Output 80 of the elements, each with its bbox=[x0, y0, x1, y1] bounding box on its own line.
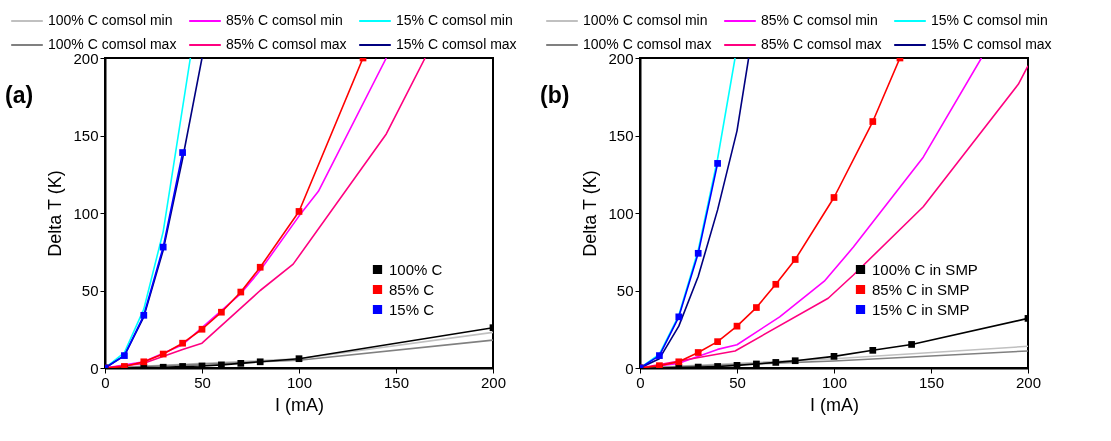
legend-label: 85% C comsol min bbox=[226, 12, 343, 28]
point bbox=[675, 313, 683, 321]
point bbox=[198, 325, 206, 333]
x-tick-label: 200 bbox=[480, 373, 507, 391]
y-tick-label: 0 bbox=[90, 359, 99, 377]
x-tick-label: 100 bbox=[821, 373, 848, 391]
y-tick-label: 50 bbox=[81, 282, 99, 299]
legend-label: 100% C comsol max bbox=[583, 36, 712, 52]
x-tick-label: 200 bbox=[1015, 373, 1042, 391]
legend-label: 100% C in SMP bbox=[872, 260, 978, 278]
y-tick-label: 100 bbox=[608, 204, 634, 222]
point bbox=[256, 358, 264, 366]
point bbox=[772, 280, 780, 288]
x-tick-label: 0 bbox=[636, 373, 645, 391]
x-tick-label: 50 bbox=[729, 373, 746, 391]
point bbox=[753, 304, 760, 311]
point bbox=[237, 288, 245, 296]
point bbox=[753, 360, 760, 368]
point bbox=[159, 350, 167, 358]
point bbox=[218, 361, 225, 368]
legend-label: 15% C comsol min bbox=[396, 12, 513, 28]
point bbox=[908, 341, 915, 348]
point bbox=[694, 249, 702, 257]
point bbox=[140, 358, 148, 366]
x-tick-label: 150 bbox=[383, 373, 410, 391]
point bbox=[772, 359, 780, 366]
y-tick-label: 50 bbox=[616, 282, 634, 299]
legend-label: 100% C comsol min bbox=[48, 12, 173, 28]
point bbox=[656, 352, 663, 359]
point bbox=[295, 208, 303, 215]
point bbox=[869, 346, 877, 354]
point bbox=[830, 353, 838, 360]
point bbox=[218, 308, 225, 316]
x-tick-label: 0 bbox=[101, 373, 110, 391]
legend-label: 85% C comsol max bbox=[226, 36, 347, 52]
x-tick-label: 150 bbox=[918, 373, 945, 391]
legend-label: 100% C comsol min bbox=[583, 12, 708, 28]
point bbox=[237, 360, 245, 367]
y-tick-label: 0 bbox=[625, 359, 634, 377]
point bbox=[256, 263, 264, 271]
legend-label: 15% C bbox=[389, 300, 435, 318]
x-axis-title: I (mA) bbox=[810, 394, 859, 415]
point bbox=[830, 194, 838, 201]
point bbox=[733, 362, 741, 368]
y-tick-label: 150 bbox=[608, 127, 634, 144]
point bbox=[714, 160, 721, 167]
point bbox=[791, 256, 799, 263]
point bbox=[694, 349, 702, 356]
point bbox=[179, 149, 186, 156]
point bbox=[295, 355, 303, 363]
point bbox=[714, 338, 721, 345]
legend-label: 15% C comsol max bbox=[931, 36, 1052, 52]
point bbox=[140, 311, 148, 319]
point bbox=[869, 118, 877, 125]
text: (b) bbox=[540, 82, 570, 108]
legend-label: 15% C comsol max bbox=[396, 36, 517, 52]
y-tick-label: 100 bbox=[73, 204, 99, 222]
y-axis-title: Delta T (K) bbox=[580, 170, 601, 257]
legend-label: 85% C in SMP bbox=[872, 280, 970, 298]
x-tick-label: 50 bbox=[194, 373, 211, 391]
y-axis-title: Delta T (K) bbox=[45, 170, 66, 257]
x-axis-title: I (mA) bbox=[275, 394, 324, 415]
legend-label: 100% C bbox=[389, 260, 443, 278]
point bbox=[675, 358, 683, 366]
y-tick-label: 200 bbox=[608, 49, 634, 67]
legend-label: 100% C comsol max bbox=[48, 36, 177, 52]
legend-label: 15% C in SMP bbox=[872, 300, 970, 318]
legend-label: 85% C bbox=[389, 280, 435, 298]
legend-label: 15% C comsol min bbox=[931, 12, 1048, 28]
point bbox=[733, 322, 741, 330]
legend-label: 85% C comsol min bbox=[761, 12, 878, 28]
text: (a) bbox=[5, 82, 34, 108]
legend-label: 85% C comsol max bbox=[761, 36, 882, 52]
y-tick-label: 150 bbox=[73, 127, 99, 144]
point bbox=[179, 339, 186, 347]
point bbox=[791, 357, 799, 365]
y-tick-label: 200 bbox=[73, 49, 99, 67]
point bbox=[159, 243, 167, 251]
x-tick-label: 100 bbox=[286, 373, 313, 391]
point bbox=[121, 352, 128, 359]
